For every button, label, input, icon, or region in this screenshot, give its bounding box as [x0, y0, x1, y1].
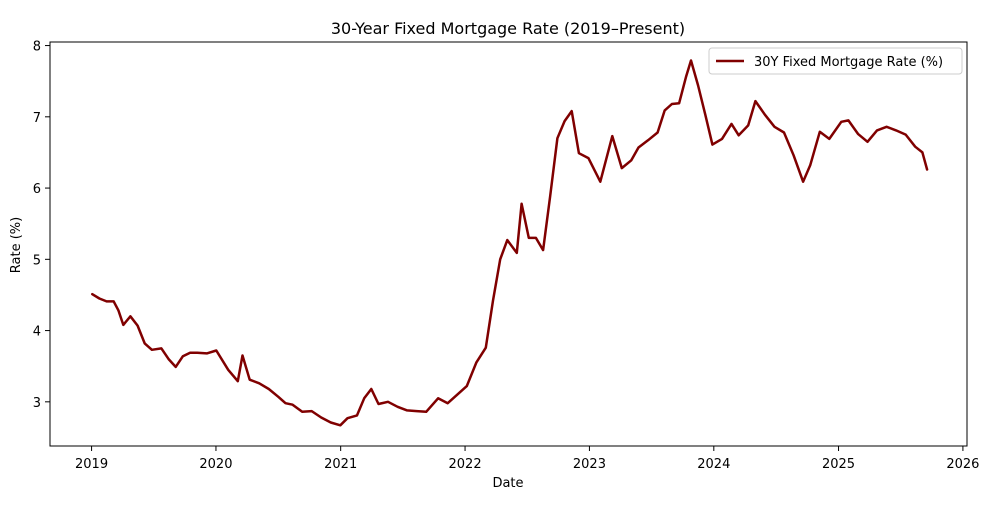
legend-box [708, 47, 963, 75]
x-axis-label: Date [492, 476, 523, 491]
x-tick-label: 2020 [199, 457, 232, 472]
y-tick-label: 7 [33, 111, 41, 126]
legend: 30Y Fixed Mortgage Rate (%) [708, 47, 963, 75]
series-line [91, 59, 929, 427]
y-axis: 3 4 5 6 7 8 [33, 40, 50, 411]
x-tick-label: 2023 [573, 457, 606, 472]
series-layer [91, 59, 929, 427]
chart-title: 30-Year Fixed Mortgage Rate (2019–Presen… [331, 19, 685, 38]
x-tick-label: 2022 [449, 457, 482, 472]
x-tick-label: 2024 [697, 457, 730, 472]
y-tick-label: 8 [33, 40, 41, 55]
x-tick-label: 2019 [75, 457, 108, 472]
y-tick-label: 6 [33, 182, 41, 197]
x-tick-label: 2025 [822, 457, 855, 472]
x-axis: 2019 2020 2021 2022 2023 2024 2025 2026 [75, 446, 979, 472]
y-tick-label: 4 [33, 325, 41, 340]
legend-label: 30Y Fixed Mortgage Rate (%) [754, 55, 943, 70]
x-tick-label: 2021 [324, 457, 357, 472]
y-axis-label: Rate (%) [9, 217, 24, 273]
y-tick-label: 3 [33, 396, 41, 411]
x-tick-label: 2026 [946, 457, 979, 472]
y-tick-label: 5 [33, 253, 41, 268]
plot-area-frame [49, 41, 968, 447]
